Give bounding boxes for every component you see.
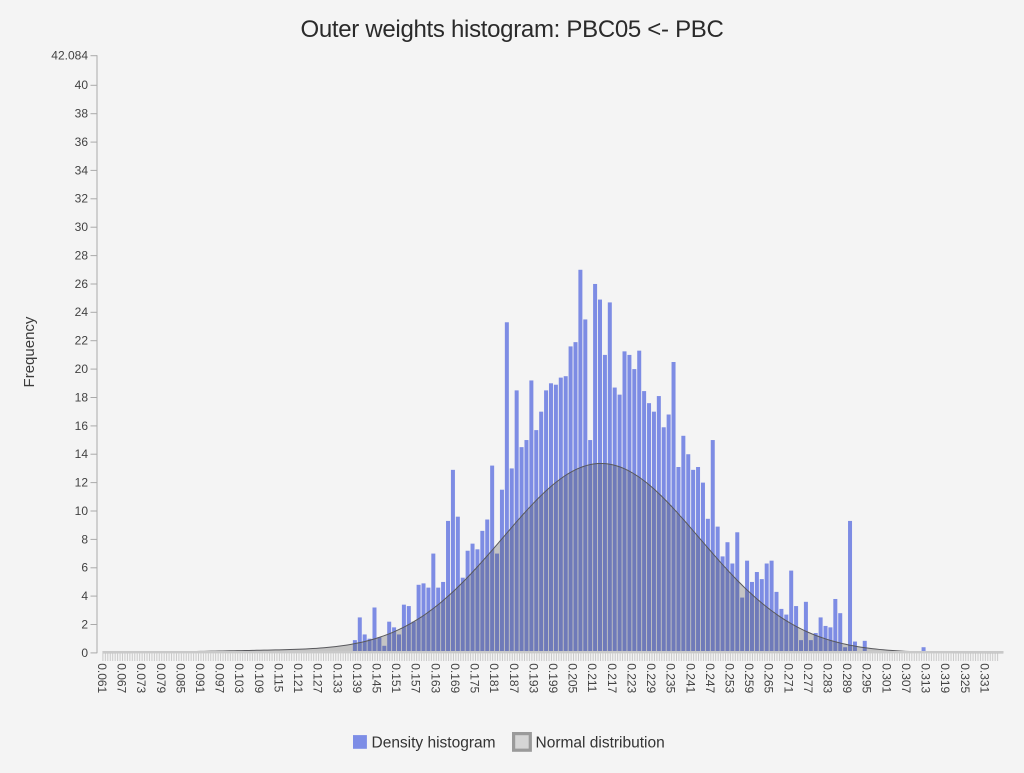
svg-text:0.121: 0.121 <box>291 663 305 693</box>
svg-text:6: 6 <box>81 561 88 575</box>
svg-text:0.223: 0.223 <box>624 663 638 693</box>
svg-text:32: 32 <box>75 192 89 206</box>
svg-text:0.319: 0.319 <box>938 663 952 693</box>
svg-text:36: 36 <box>75 135 89 149</box>
svg-text:0.091: 0.091 <box>193 663 207 693</box>
svg-text:0.229: 0.229 <box>644 663 658 693</box>
svg-text:0.157: 0.157 <box>409 663 423 693</box>
svg-text:0.199: 0.199 <box>546 663 560 693</box>
svg-text:20: 20 <box>75 362 89 376</box>
svg-text:14: 14 <box>75 447 89 461</box>
svg-text:0.331: 0.331 <box>977 663 991 693</box>
svg-text:0.127: 0.127 <box>311 663 325 693</box>
svg-text:42.084: 42.084 <box>51 49 88 63</box>
svg-text:22: 22 <box>75 334 89 348</box>
svg-text:0.079: 0.079 <box>154 663 168 693</box>
svg-text:0.217: 0.217 <box>605 663 619 693</box>
svg-text:26: 26 <box>75 277 89 291</box>
svg-text:0.175: 0.175 <box>468 663 482 693</box>
svg-text:12: 12 <box>75 476 89 490</box>
svg-text:30: 30 <box>75 220 89 234</box>
svg-text:0.295: 0.295 <box>860 663 874 693</box>
svg-text:0.241: 0.241 <box>683 663 697 693</box>
svg-text:40: 40 <box>75 78 89 92</box>
svg-text:24: 24 <box>75 305 89 319</box>
svg-text:0.151: 0.151 <box>389 663 403 693</box>
svg-text:18: 18 <box>75 390 89 404</box>
svg-text:0.259: 0.259 <box>742 663 756 693</box>
svg-text:10: 10 <box>75 504 89 518</box>
svg-text:0.289: 0.289 <box>840 663 854 693</box>
svg-text:0.193: 0.193 <box>526 663 540 693</box>
svg-text:0.133: 0.133 <box>330 663 344 693</box>
svg-text:Density histogram: Density histogram <box>372 734 496 751</box>
svg-text:2: 2 <box>81 617 88 631</box>
svg-text:8: 8 <box>81 532 88 546</box>
svg-text:0.085: 0.085 <box>173 663 187 693</box>
svg-text:0.109: 0.109 <box>252 663 266 693</box>
svg-text:0.097: 0.097 <box>213 663 227 693</box>
svg-text:0.313: 0.313 <box>919 663 933 693</box>
svg-text:0.139: 0.139 <box>350 663 364 693</box>
svg-text:Frequency: Frequency <box>21 316 38 387</box>
svg-text:0.283: 0.283 <box>821 663 835 693</box>
svg-text:0.103: 0.103 <box>232 663 246 693</box>
svg-text:0.265: 0.265 <box>762 663 776 693</box>
svg-text:0.169: 0.169 <box>448 663 462 693</box>
svg-text:0.073: 0.073 <box>134 663 148 693</box>
svg-text:0.271: 0.271 <box>781 663 795 693</box>
svg-text:28: 28 <box>75 249 89 263</box>
svg-text:0.247: 0.247 <box>703 663 717 693</box>
svg-text:0.187: 0.187 <box>507 663 521 693</box>
svg-text:0.277: 0.277 <box>801 663 815 693</box>
svg-text:38: 38 <box>75 107 89 121</box>
svg-text:0.301: 0.301 <box>879 663 893 693</box>
svg-text:0.235: 0.235 <box>664 663 678 693</box>
svg-text:34: 34 <box>75 163 89 177</box>
svg-text:0.115: 0.115 <box>271 663 285 692</box>
svg-text:0: 0 <box>81 646 88 660</box>
svg-text:Normal distribution: Normal distribution <box>536 734 665 751</box>
svg-text:0.253: 0.253 <box>722 663 736 693</box>
svg-text:0.181: 0.181 <box>487 663 501 693</box>
svg-text:16: 16 <box>75 419 89 433</box>
svg-text:0.067: 0.067 <box>115 663 129 693</box>
svg-text:0.211: 0.211 <box>585 663 599 692</box>
svg-text:Outer weights histogram: PBC05: Outer weights histogram: PBC05 <- PBC <box>300 16 723 43</box>
svg-text:0.163: 0.163 <box>428 663 442 693</box>
svg-text:0.061: 0.061 <box>95 663 109 693</box>
svg-text:4: 4 <box>81 589 88 603</box>
svg-text:0.307: 0.307 <box>899 663 913 693</box>
svg-text:0.205: 0.205 <box>566 663 580 693</box>
svg-text:0.145: 0.145 <box>369 663 383 693</box>
svg-text:0.325: 0.325 <box>958 663 972 693</box>
